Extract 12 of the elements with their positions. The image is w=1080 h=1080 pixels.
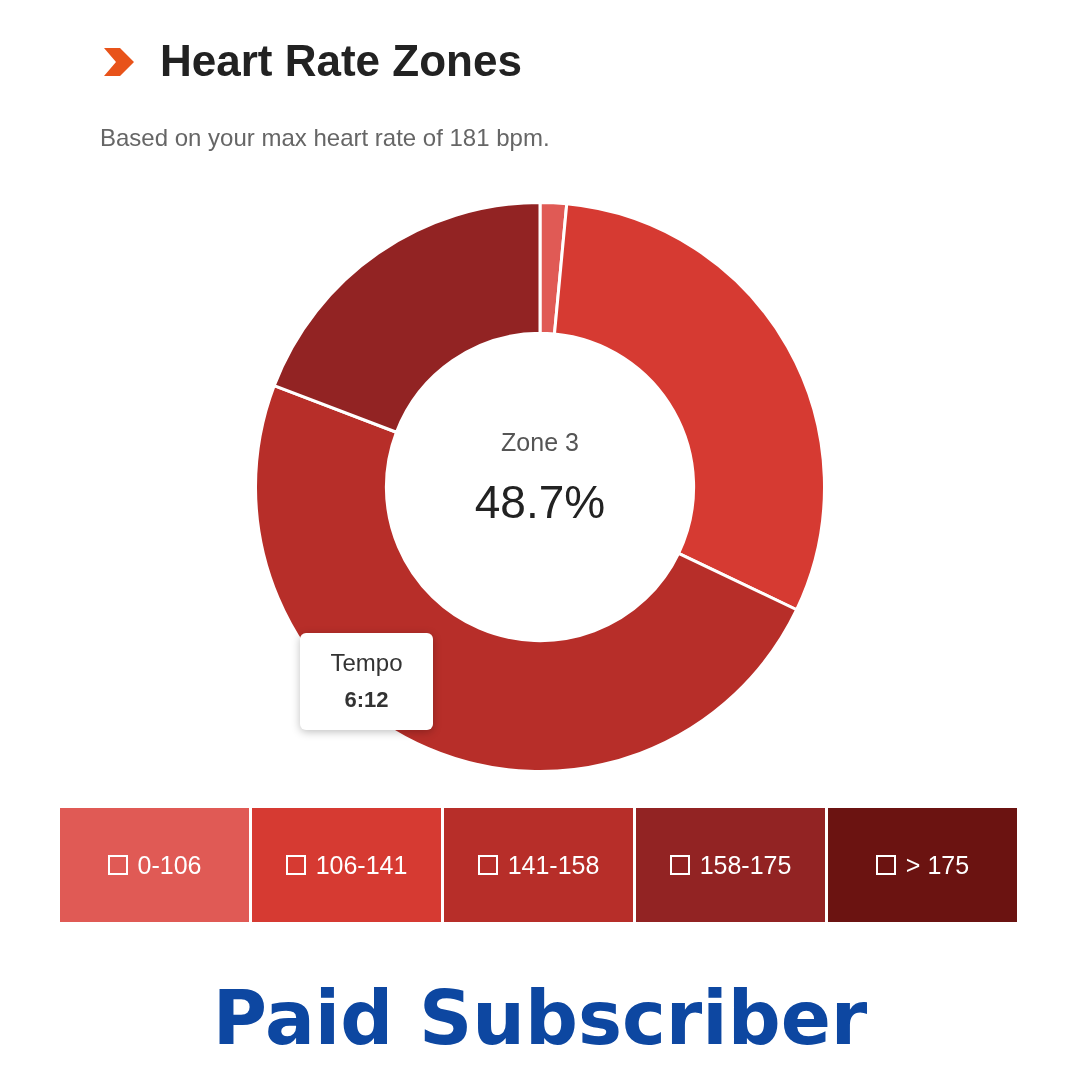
text: Tempo <box>329 649 404 677</box>
legend-label: 0-106 <box>137 850 202 880</box>
text: 6:12 <box>343 687 390 713</box>
legend-label: 158-175 <box>699 850 792 880</box>
legend-label: > 175 <box>905 850 970 880</box>
legend-label: 106-141 <box>315 850 408 880</box>
legend-label: 141-158 <box>507 850 600 880</box>
text: Zone 3 <box>501 427 579 456</box>
text: Paid Subscriber <box>211 975 869 1061</box>
chart-title: Heart Rate Zones <box>160 36 522 86</box>
text: 48.7% <box>474 475 606 528</box>
chart-subtitle: Based on your max heart rate of 181 bpm. <box>100 124 550 152</box>
